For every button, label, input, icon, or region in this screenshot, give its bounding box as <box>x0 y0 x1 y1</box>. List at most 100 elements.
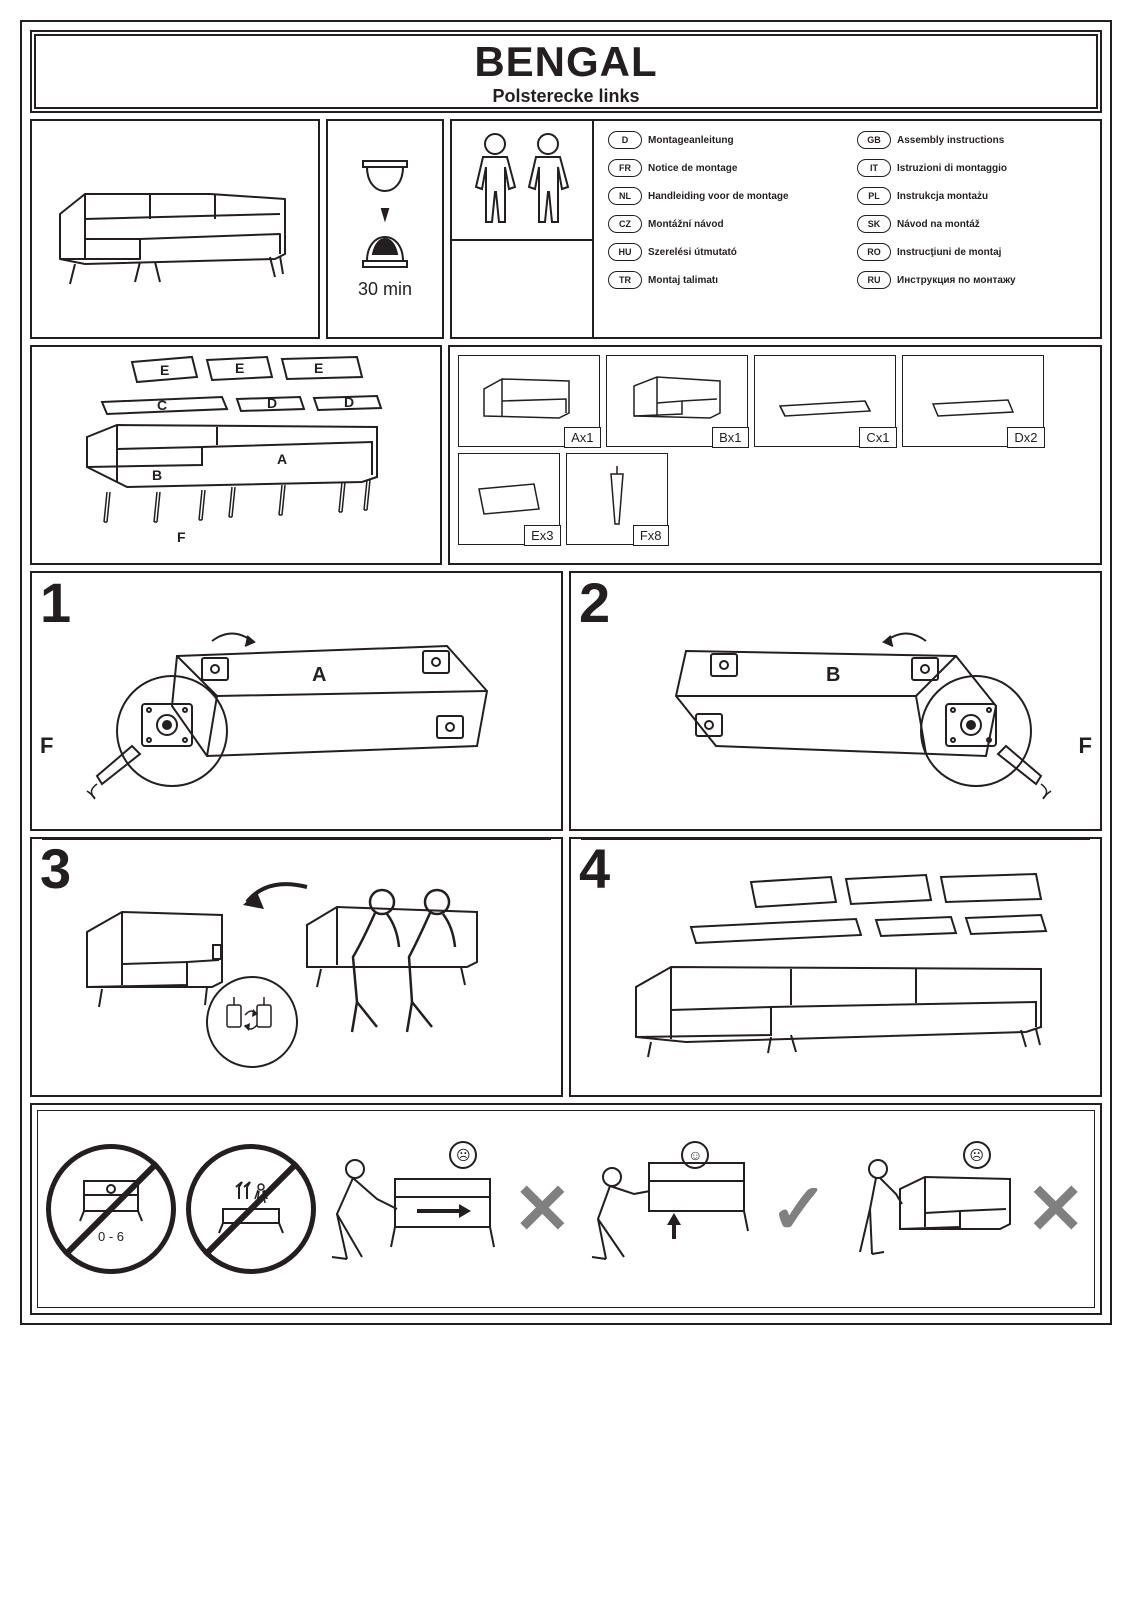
language-code: GB <box>857 131 891 149</box>
language-item: CZ Montážní návod <box>608 215 837 233</box>
x-mark-icon: ✕ <box>513 1192 572 1227</box>
crib-icon <box>76 1175 146 1225</box>
lift-scene: ☺ ✓ <box>583 1149 830 1269</box>
lift-icon <box>584 1149 764 1269</box>
person-icon <box>473 132 518 227</box>
no-single-lift-scene: ☹ ✕ <box>839 1149 1086 1269</box>
language-code: RU <box>857 271 891 289</box>
product-subtitle: Polsterecke links <box>32 86 1100 107</box>
info-panel: DMontageanleitung FR Notice de montage NLHa… <box>450 119 1102 339</box>
check-mark-icon: ✓ <box>770 1192 829 1227</box>
language-item: PLInstrukcja montażu <box>857 187 1086 205</box>
language-item: GB Assembly instructions <box>857 131 1086 149</box>
languages-list: DMontageanleitung FR Notice de montage NLHa… <box>594 121 1100 337</box>
language-code: FR <box>608 159 642 177</box>
language-code: NL <box>608 187 642 205</box>
svg-text:C: C <box>157 397 167 413</box>
parts-list-panel: Ax1 Bx1 Cx1 Dx2 Ex3 Fx8 <box>448 345 1102 565</box>
part-box: Bx1 <box>606 355 748 447</box>
hourglass-icon <box>355 159 415 269</box>
title-bar: BENGAL Polsterecke links <box>30 30 1102 113</box>
jump-icon <box>211 1179 291 1239</box>
drag-icon <box>327 1149 507 1269</box>
language-item: TRMontaj talimatı <box>608 271 837 289</box>
language-text: Assembly instructions <box>897 135 1004 146</box>
single-lift-icon <box>840 1149 1020 1269</box>
part-quantity-label: Ax1 <box>564 427 600 448</box>
language-code: RO <box>857 243 891 261</box>
sad-face-icon: ☹ <box>963 1141 991 1169</box>
step-3-diagram <box>57 857 537 1077</box>
no-drag-scene: ☹ ✕ <box>326 1149 573 1269</box>
language-text: Notice de montage <box>648 163 737 174</box>
step-1-diagram: A <box>77 596 517 806</box>
product-title: BENGAL <box>32 38 1100 86</box>
people-required <box>452 121 592 241</box>
svg-text:A: A <box>277 451 287 467</box>
language-text: Montageanleitung <box>648 135 734 146</box>
svg-text:F: F <box>177 529 186 545</box>
step-number: 4 <box>579 841 610 897</box>
step-2: 2 F B <box>569 571 1102 831</box>
svg-text:E: E <box>314 360 323 376</box>
leg-label: F <box>40 733 53 759</box>
part-quantity-label: Ex3 <box>524 525 560 546</box>
step-1: 1 F A <box>30 571 563 831</box>
language-code: IT <box>857 159 891 177</box>
language-text: Instrucţiuni de montaj <box>897 247 1001 258</box>
part-quantity-label: Fx8 <box>633 525 669 546</box>
part-box: Dx2 <box>902 355 1044 447</box>
no-children-icon: 0 - 6 <box>46 1144 176 1274</box>
language-text: Instrukcja montażu <box>897 191 988 202</box>
svg-text:E: E <box>235 360 244 376</box>
warnings-panel: 0 - 6 ☹ <box>30 1103 1102 1315</box>
part-quantity-label: Dx2 <box>1007 427 1044 448</box>
time-label: 30 min <box>358 279 412 300</box>
part-letter: A <box>312 664 326 686</box>
part-box: Ex3 <box>458 453 560 545</box>
language-item: RO Instrucţiuni de montaj <box>857 243 1086 261</box>
exploded-view-icon: E E E C D D B A <box>32 347 432 557</box>
step-4: 4 <box>569 837 1102 1097</box>
svg-text:D: D <box>344 394 354 410</box>
language-item: NLHandleiding voor de montage <box>608 187 837 205</box>
language-item: SKNávod na montáž <box>857 215 1086 233</box>
language-text: Montážní návod <box>648 219 724 230</box>
exploded-view-panel: E E E C D D B A <box>30 345 442 565</box>
x-mark-icon: ✕ <box>1026 1192 1085 1227</box>
language-code: HU <box>608 243 642 261</box>
language-item: RUИнструкция по монтажу <box>857 271 1086 289</box>
language-code: SK <box>857 215 891 233</box>
part-quantity-label: Bx1 <box>712 427 748 448</box>
part-box: Fx8 <box>566 453 668 545</box>
language-text: Szerelési útmutató <box>648 247 737 258</box>
language-item: DMontageanleitung <box>608 131 837 149</box>
sofa-icon <box>50 164 300 294</box>
step-4-diagram <box>596 857 1076 1077</box>
language-item: IT Istruzioni di montaggio <box>857 159 1086 177</box>
languages-col-right: GB Assembly instructions IT Istruzioni di m… <box>857 131 1086 327</box>
languages-col-left: DMontageanleitung FR Notice de montage NLHa… <box>608 131 837 327</box>
language-item: FR Notice de montage <box>608 159 837 177</box>
step-number: 3 <box>40 841 71 897</box>
people-tools-column <box>452 121 594 337</box>
part-quantity-label: Cx1 <box>859 427 896 448</box>
product-image-panel <box>30 119 320 339</box>
parts-row: E E E C D D B A <box>30 345 1102 565</box>
time-panel: 30 min <box>326 119 444 339</box>
steps-grid: 1 F A <box>30 571 1102 1097</box>
part-box: Ax1 <box>458 355 600 447</box>
language-text: Istruzioni di montaggio <box>897 163 1007 174</box>
svg-text:D: D <box>267 395 277 411</box>
language-item: HU Szerelési útmutató <box>608 243 837 261</box>
leg-label: F <box>1079 733 1092 759</box>
step-number: 2 <box>579 575 610 631</box>
language-code: CZ <box>608 215 642 233</box>
age-range-label: 0 - 6 <box>98 1229 124 1244</box>
person-icon <box>526 132 571 227</box>
part-letter: B <box>826 664 840 686</box>
svg-text:B: B <box>152 467 162 483</box>
step-number: 1 <box>40 575 71 631</box>
language-text: Montaj talimatı <box>648 275 718 286</box>
tools-empty <box>452 241 592 337</box>
